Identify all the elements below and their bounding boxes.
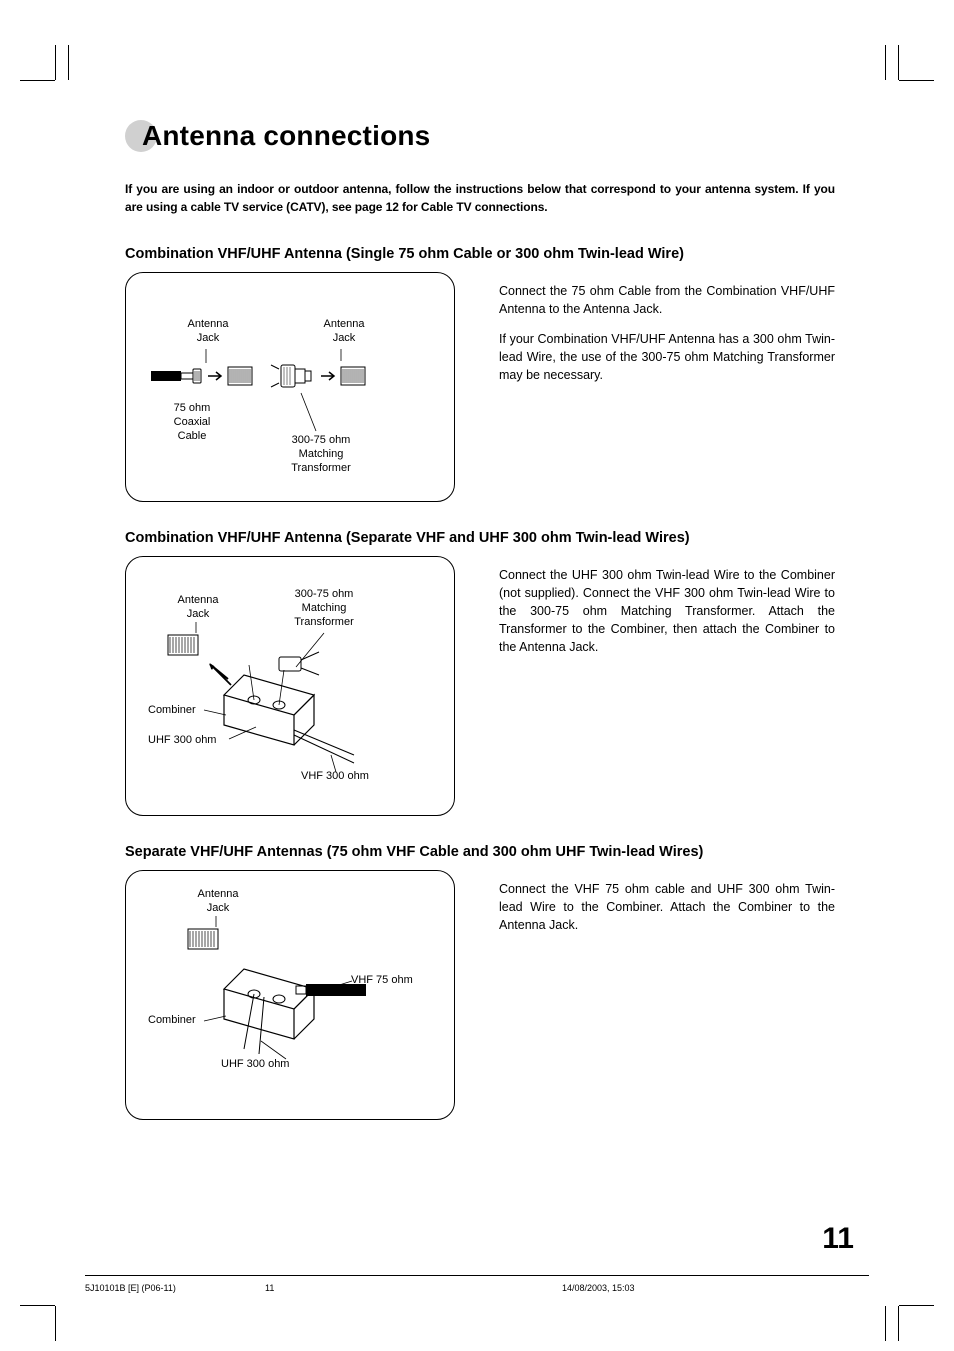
- combiner-drawing: [224, 652, 354, 763]
- diagram-separate-antennas: Antenna Jack VHF 75 ohm Combiner UHF 300…: [125, 870, 455, 1120]
- explain-3: Connect the VHF 75 ohm cable and UHF 300…: [499, 870, 835, 946]
- section-heading: Separate VHF/UHF Antennas (75 ohm VHF Ca…: [125, 844, 835, 860]
- para: Connect the VHF 75 ohm cable and UHF 300…: [499, 880, 835, 934]
- page-content: Antenna connections If you are using an …: [125, 120, 835, 1148]
- section-single-cable: Combination VHF/UHF Antenna (Single 75 o…: [125, 246, 835, 502]
- diagram-separate-twin-lead: Antenna Jack 300-75 ohm Matching Transfo…: [125, 556, 455, 816]
- footer-doc-id: 5J10101B [E] (P06-11): [85, 1283, 176, 1293]
- section-separate-antennas: Separate VHF/UHF Antennas (75 ohm VHF Ca…: [125, 844, 835, 1120]
- diagram-svg-3: [136, 881, 446, 1111]
- footer-page: 11: [265, 1283, 274, 1293]
- footer-line: [85, 1275, 869, 1276]
- explain-1: Connect the 75 ohm Cable from the Combin…: [499, 272, 835, 397]
- para: Connect the UHF 300 ohm Twin-lead Wire t…: [499, 566, 835, 657]
- diagram-svg-2: [136, 567, 446, 807]
- section-heading: Combination VHF/UHF Antenna (Single 75 o…: [125, 246, 835, 262]
- page-number: 11: [822, 1222, 854, 1256]
- explain-2: Connect the UHF 300 ohm Twin-lead Wire t…: [499, 556, 835, 669]
- para: Connect the 75 ohm Cable from the Combin…: [499, 282, 835, 318]
- para: If your Combination VHF/UHF Antenna has …: [499, 330, 835, 384]
- diagram-single-cable: Antenna Jack Antenna Jack 75 ohm Coaxial…: [125, 272, 455, 502]
- diagram-svg-1: [136, 283, 446, 483]
- section-separate-twin-lead: Combination VHF/UHF Antenna (Separate VH…: [125, 530, 835, 816]
- intro-paragraph: If you are using an indoor or outdoor an…: [125, 180, 835, 216]
- page-title: Antenna connections: [125, 120, 835, 154]
- section-heading: Combination VHF/UHF Antenna (Separate VH…: [125, 530, 835, 546]
- title-text: Antenna connections: [142, 120, 431, 151]
- footer-timestamp: 14/08/2003, 15:03: [562, 1283, 635, 1293]
